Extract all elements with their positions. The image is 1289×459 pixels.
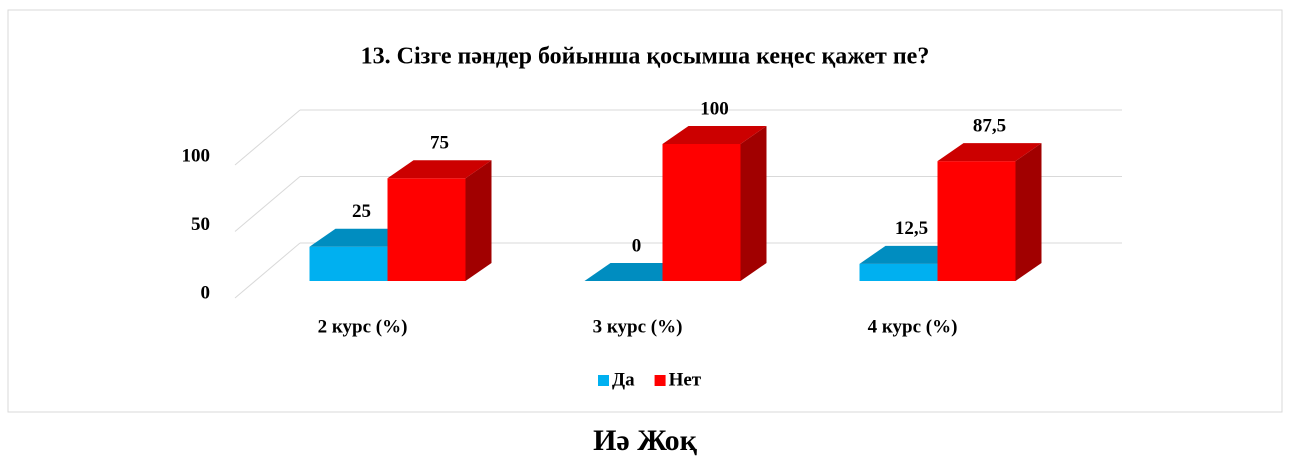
y-tick-label: 100 bbox=[182, 145, 211, 166]
grid-line-side bbox=[234, 176, 301, 232]
bar-top bbox=[937, 143, 1042, 162]
legend-swatch bbox=[598, 375, 609, 386]
y-tick-label: 50 bbox=[191, 214, 210, 235]
data-label: 75 bbox=[430, 133, 449, 154]
bar bbox=[937, 143, 1042, 281]
data-label: 100 bbox=[700, 98, 729, 119]
chart-frame bbox=[7, 9, 1283, 413]
caption: Иә Жоқ bbox=[593, 424, 698, 457]
legend-swatch bbox=[654, 375, 666, 386]
bar-top bbox=[662, 126, 767, 144]
bar-front bbox=[662, 144, 741, 281]
x-tick-label: 4 курс (%) bbox=[868, 316, 958, 337]
legend-label: Нет bbox=[669, 369, 702, 390]
x-tick-label: 2 курс (%) bbox=[318, 316, 408, 337]
chart-title: 13. Сізге пәндер бойынша қосымша кеңес қ… bbox=[361, 44, 930, 70]
bar-side bbox=[1015, 143, 1042, 281]
bar-front bbox=[309, 246, 388, 281]
data-label: 25 bbox=[352, 201, 371, 222]
bar-front bbox=[937, 161, 1016, 281]
y-tick-label: 0 bbox=[201, 282, 211, 303]
bar-front bbox=[859, 263, 938, 281]
bar-top bbox=[387, 160, 492, 179]
data-label: 0 bbox=[632, 235, 642, 256]
legend-label: Да bbox=[612, 369, 635, 390]
bar-side bbox=[740, 126, 767, 281]
bar bbox=[387, 160, 492, 281]
bar bbox=[662, 126, 767, 281]
bar-front bbox=[387, 178, 466, 281]
data-label: 12,5 bbox=[895, 218, 928, 239]
bar-side bbox=[465, 160, 492, 281]
data-label: 87,5 bbox=[973, 115, 1006, 136]
grid-line-side bbox=[234, 109, 301, 166]
grid-line-side bbox=[234, 242, 301, 299]
x-tick-label: 3 курс (%) bbox=[593, 316, 683, 337]
